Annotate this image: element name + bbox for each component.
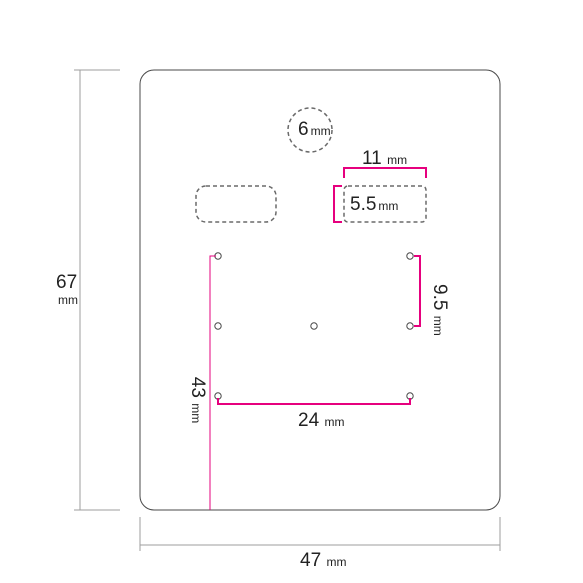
svg-text:mm: mm xyxy=(58,293,78,307)
pin-hole xyxy=(407,323,413,329)
pin-hole xyxy=(311,323,317,329)
svg-text:47 mm: 47 mm xyxy=(300,550,346,571)
dim-24mm xyxy=(218,398,410,404)
dim-43mm xyxy=(210,256,216,510)
svg-text:6mm: 6mm xyxy=(298,119,331,140)
dim-11mm xyxy=(344,168,426,178)
svg-text:5.5mm: 5.5mm xyxy=(350,194,398,215)
svg-text:43 mm: 43 mm xyxy=(187,377,208,423)
dim-9_5mm xyxy=(414,256,420,326)
svg-text:67: 67 xyxy=(56,272,77,293)
pin-hole xyxy=(407,253,413,259)
svg-text:9.5 mm: 9.5 mm xyxy=(429,284,450,336)
dim-5_5mm xyxy=(334,186,342,222)
svg-text:11 mm: 11 mm xyxy=(362,148,407,169)
svg-text:24 mm: 24 mm xyxy=(298,410,344,431)
left-slot xyxy=(196,186,276,222)
pin-hole xyxy=(215,323,221,329)
